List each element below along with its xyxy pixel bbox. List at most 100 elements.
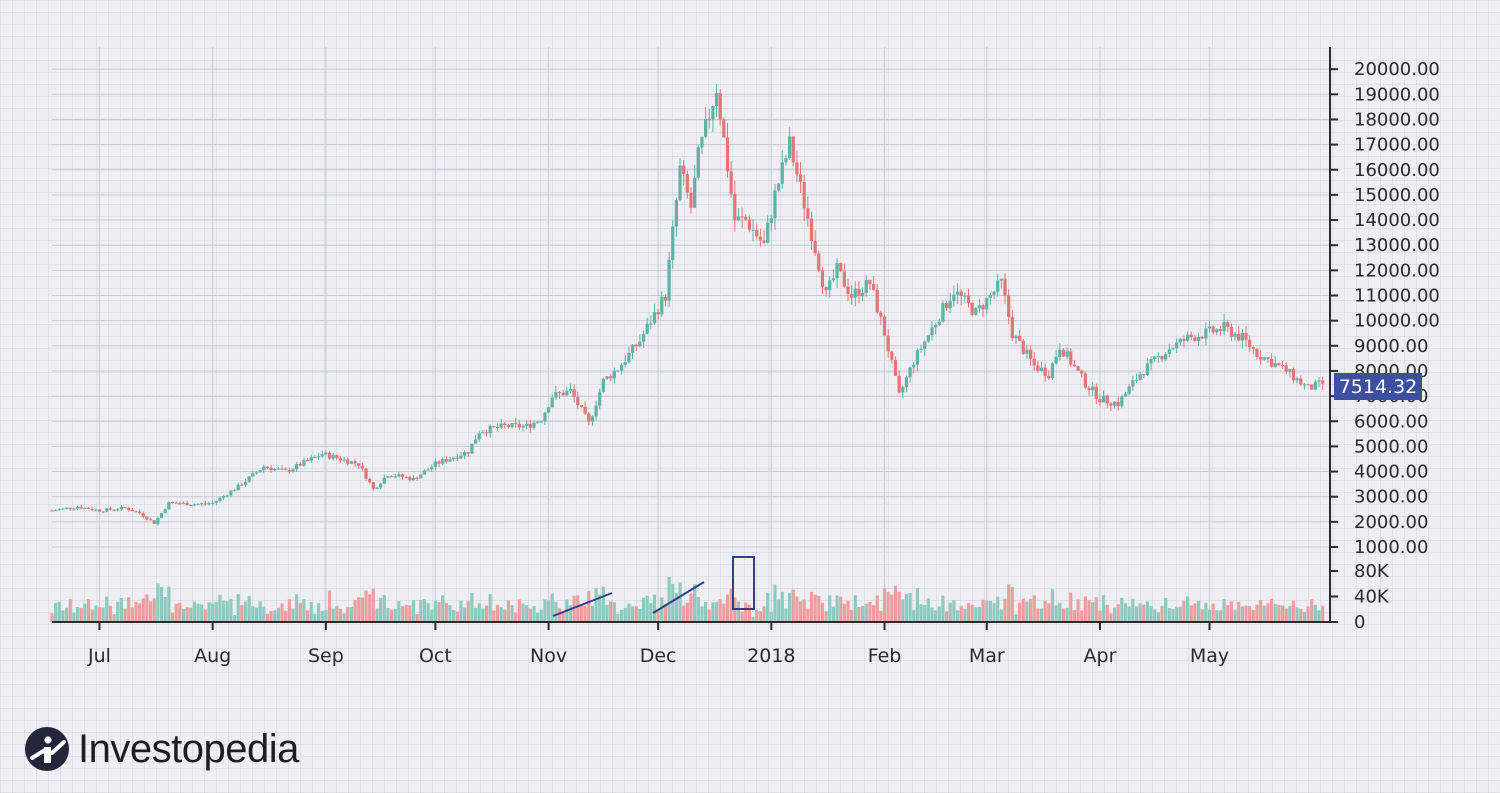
month-label: Feb [868, 645, 902, 667]
price-tick-label: 2000.00 [1354, 512, 1428, 533]
candle-up [1164, 354, 1168, 360]
volume-bar [1229, 601, 1234, 622]
candle-up [590, 416, 595, 422]
candle-up [1054, 356, 1058, 364]
candle-up [1134, 379, 1139, 381]
candle-up [94, 509, 98, 511]
candle-up [999, 278, 1003, 281]
candle-down [287, 470, 291, 472]
candle-up [616, 370, 620, 372]
candle-down [134, 511, 138, 513]
candle-down [1094, 386, 1098, 400]
volume-bar [897, 591, 901, 622]
volume-bar [1072, 610, 1076, 622]
volume-bar [630, 606, 635, 622]
month-label: 2018 [747, 645, 795, 667]
candle-up [473, 439, 478, 444]
candle-down [123, 507, 127, 509]
volume-bar [685, 602, 689, 622]
candle-down [240, 484, 244, 486]
volume-bar [981, 599, 985, 622]
candle-up [1091, 386, 1095, 391]
volume-bar [893, 585, 898, 622]
volume-highlight-box [732, 556, 755, 610]
volume-bar [1069, 592, 1073, 622]
volume-bar [853, 595, 857, 622]
candle-up [550, 397, 554, 408]
candle-down [842, 271, 846, 287]
volume-bar [660, 597, 664, 622]
candle-down [1032, 358, 1036, 366]
trend-line-nov [552, 592, 613, 617]
volume-bar [806, 608, 810, 622]
volume-bar [510, 605, 514, 622]
volume-bar [189, 607, 193, 622]
volume-bar [1091, 602, 1095, 622]
volume-bar [572, 595, 576, 622]
volume-bar [543, 599, 547, 622]
candle-up [963, 295, 967, 297]
volume-bar [842, 603, 846, 622]
month-label: May [1190, 645, 1229, 667]
candle-up [985, 297, 989, 310]
price-tick-label: 11000.00 [1354, 286, 1440, 307]
candle-up [1175, 342, 1179, 349]
candle-up [992, 291, 996, 295]
candle-up [773, 190, 777, 219]
candle-up [766, 222, 770, 243]
volume-bar [331, 608, 335, 622]
volume-bar [1233, 609, 1237, 622]
volume-bar [1240, 606, 1244, 622]
candle-up [452, 457, 456, 460]
volume-bar [999, 609, 1003, 622]
candle-down [185, 502, 189, 506]
candle-up [1302, 384, 1307, 386]
candle-up [189, 505, 193, 507]
volume-bar [554, 601, 558, 622]
volume-bar [1134, 606, 1139, 622]
volume-bar [1302, 611, 1307, 622]
volume-bar [970, 604, 974, 622]
volume-bar [236, 594, 240, 622]
candle-down [338, 458, 343, 461]
candle-up [696, 147, 700, 178]
volume-bar [923, 604, 927, 622]
volume-bar [850, 609, 854, 622]
price-tick-label: 16000.00 [1354, 160, 1440, 181]
candle-up [988, 294, 993, 298]
candle-down [806, 208, 810, 219]
candle-down [353, 461, 357, 464]
candle-down [327, 452, 332, 459]
annotations [552, 556, 755, 617]
volume-bar [798, 601, 803, 622]
price-tick-label: 4000.00 [1354, 462, 1428, 483]
volume-bar [1080, 610, 1084, 622]
candle-up [167, 501, 171, 510]
candle-down [1248, 339, 1252, 348]
candle-down [707, 119, 711, 121]
volume-bar [112, 614, 116, 622]
candle-down [798, 174, 803, 182]
candle-up [54, 510, 58, 512]
candle-down [1229, 326, 1234, 337]
price-candles [50, 83, 1325, 526]
candle-down [1003, 278, 1007, 296]
candle-up [192, 504, 197, 506]
volume-bar [871, 605, 876, 622]
volume-bar [276, 607, 280, 622]
volume-bar [262, 606, 266, 622]
candle-up [309, 457, 313, 461]
candle-down [718, 93, 722, 120]
candle-up [382, 477, 386, 484]
candle-up [623, 362, 627, 365]
volume-bar [766, 592, 770, 622]
candle-up [521, 425, 525, 428]
candle-down [1218, 329, 1223, 332]
volume-bar [1218, 610, 1223, 622]
volume-bar [787, 593, 792, 622]
candle-down [1098, 399, 1102, 403]
candle-up [1153, 356, 1157, 359]
candle-down [850, 293, 854, 298]
candle-down [1061, 349, 1066, 357]
candle-up [488, 425, 492, 434]
